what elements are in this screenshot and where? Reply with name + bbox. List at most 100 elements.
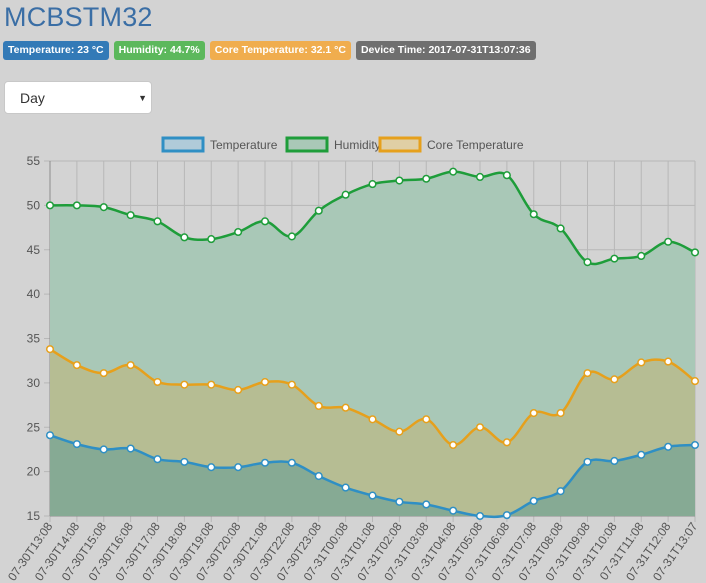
temperature-point — [475, 511, 485, 521]
legend-swatch — [161, 136, 205, 153]
humidity-point — [314, 206, 323, 215]
core-temperature-point — [422, 415, 431, 424]
temperature-point — [99, 445, 108, 454]
temperature-point — [368, 491, 377, 500]
temperature-point — [395, 497, 404, 506]
core-temperature-point — [395, 427, 404, 436]
core-temperature-point — [126, 361, 135, 370]
humidity-point — [502, 171, 511, 180]
core-temperature-point — [556, 409, 565, 418]
temperature-point — [180, 457, 189, 466]
humidity-point — [422, 174, 431, 183]
core-temperature-point — [153, 377, 162, 387]
core-temperature-point — [180, 380, 189, 389]
status-badges: Temperature: 23 °C Humidity: 44.7% Core … — [3, 41, 536, 60]
temperature-point — [556, 487, 565, 496]
temperature-point — [260, 458, 270, 467]
humidity-point — [126, 211, 135, 220]
humidity-point — [583, 258, 592, 267]
humidity-point — [234, 227, 243, 237]
y-tick-label: 35 — [27, 332, 41, 346]
core-temperature-point — [502, 438, 511, 447]
core-temperature-point — [475, 423, 485, 432]
temperature-point — [664, 442, 673, 451]
temperature-point — [207, 463, 216, 472]
humidity-point — [610, 254, 619, 263]
core-temperature-point — [99, 369, 108, 378]
humidity-point — [395, 176, 404, 185]
core-temperature-point — [341, 403, 350, 412]
humidity-point — [207, 235, 216, 244]
core-temperature-point — [664, 357, 673, 366]
temperature-point — [126, 444, 135, 453]
legend-label: Temperature — [210, 138, 278, 152]
core-temperature-badge: Core Temperature: 32.1 °C — [209, 41, 351, 60]
humidity-point — [475, 172, 485, 182]
y-tick-label: 15 — [27, 509, 41, 523]
humidity-point — [690, 248, 700, 257]
humidity-point — [287, 232, 296, 241]
y-tick-label: 25 — [27, 420, 41, 434]
page-title: MCBSTM32 — [4, 2, 153, 32]
temperature-point — [287, 458, 296, 467]
y-tick-label: 55 — [27, 154, 41, 168]
core-temperature-point — [45, 345, 55, 354]
range-select[interactable]: Day ▼ — [4, 81, 152, 114]
temperature-badge: Temperature: 23 °C — [3, 41, 109, 60]
legend-label: Core Temperature — [427, 138, 524, 152]
core-temperature-point — [260, 377, 270, 387]
legend-swatch — [378, 136, 422, 153]
core-temperature-point — [610, 375, 619, 384]
y-tick-label: 45 — [27, 243, 41, 257]
y-tick-label: 40 — [27, 287, 41, 301]
temperature-point — [583, 457, 592, 466]
temperature-point — [690, 440, 700, 450]
temperature-point — [314, 472, 323, 481]
device-time-badge: Device Time: 2017-07-31T13:07:36 — [355, 41, 536, 60]
humidity-point — [260, 217, 270, 226]
temperature-point — [72, 440, 81, 449]
humidity-point — [449, 167, 458, 176]
core-temperature-point — [583, 369, 592, 378]
humidity-point — [72, 201, 81, 210]
core-temperature-point — [207, 380, 216, 389]
temperature-point — [449, 506, 458, 515]
chart: 15202530354045505507-30T13:0807-30T14:08… — [5, 136, 701, 583]
core-temperature-point — [314, 401, 323, 411]
humidity-point — [637, 251, 646, 261]
temperature-point — [610, 456, 619, 466]
humidity-point — [153, 217, 162, 226]
humidity-point — [180, 233, 189, 242]
humidity-point — [368, 180, 377, 189]
humidity-point — [664, 237, 673, 246]
legend-label: Humidity — [334, 138, 381, 152]
legend-swatch — [285, 136, 329, 153]
y-tick-label: 50 — [27, 198, 41, 212]
y-tick-label: 20 — [27, 465, 41, 479]
temperature-area — [50, 435, 695, 517]
humidity-point — [341, 190, 350, 199]
humidity-point — [529, 210, 538, 219]
temperature-point — [422, 500, 431, 509]
humidity-point — [556, 224, 565, 233]
y-tick-label: 30 — [27, 376, 41, 390]
temperature-point — [529, 496, 538, 505]
temperature-point — [234, 463, 243, 472]
chevron-down-icon: ▼ — [138, 93, 147, 103]
core-temperature-point — [287, 380, 296, 389]
core-temperature-point — [529, 409, 538, 418]
core-temperature-point — [637, 358, 646, 367]
humidity-point — [99, 203, 108, 212]
temperature-point — [637, 450, 646, 459]
temperature-point — [341, 483, 350, 492]
temperature-point — [502, 511, 511, 520]
core-temperature-point — [449, 440, 458, 450]
range-select-value: Day — [20, 90, 45, 106]
temperature-point — [153, 455, 162, 464]
core-temperature-point — [72, 361, 81, 370]
humidity-point — [45, 201, 55, 210]
core-temperature-point — [234, 385, 243, 395]
humidity-badge: Humidity: 44.7% — [113, 41, 205, 60]
core-temperature-point — [368, 415, 377, 424]
temperature-point — [45, 431, 55, 440]
